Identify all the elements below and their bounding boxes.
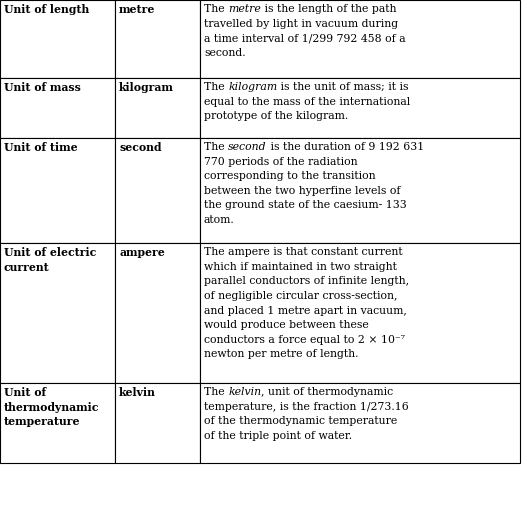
Bar xyxy=(115,78,200,138)
Text: travelled by light in vacuum during: travelled by light in vacuum during xyxy=(204,19,398,29)
Text: a time interval of 1/299 792 458 of a: a time interval of 1/299 792 458 of a xyxy=(204,33,406,43)
Text: and placed 1 metre apart in vacuum,: and placed 1 metre apart in vacuum, xyxy=(204,306,407,316)
Text: The: The xyxy=(204,82,228,92)
Text: is the duration of 9 192 631: is the duration of 9 192 631 xyxy=(267,142,424,152)
Bar xyxy=(115,0,200,78)
Bar xyxy=(200,243,520,383)
Text: second.: second. xyxy=(204,48,246,58)
Text: temperature, is the fraction 1/273.16: temperature, is the fraction 1/273.16 xyxy=(204,402,409,412)
Bar xyxy=(200,78,520,138)
Bar xyxy=(200,138,520,243)
Text: kilogram: kilogram xyxy=(119,82,174,93)
Text: current: current xyxy=(4,262,50,272)
Bar xyxy=(115,243,200,383)
Text: ampere: ampere xyxy=(119,247,165,258)
Bar xyxy=(115,138,200,243)
Text: of the triple point of water.: of the triple point of water. xyxy=(204,431,352,441)
Text: kilogram: kilogram xyxy=(228,82,277,92)
Text: second: second xyxy=(228,142,267,152)
Text: equal to the mass of the international: equal to the mass of the international xyxy=(204,97,410,106)
Text: kelvin: kelvin xyxy=(119,387,156,398)
Text: Unit of mass: Unit of mass xyxy=(4,82,81,93)
Text: The ampere is that constant current: The ampere is that constant current xyxy=(204,247,403,257)
Bar xyxy=(200,383,520,463)
Text: metre: metre xyxy=(228,4,261,14)
Text: of negligible circular cross-section,: of negligible circular cross-section, xyxy=(204,291,397,301)
Bar xyxy=(0,78,115,138)
Text: between the two hyperfine levels of: between the two hyperfine levels of xyxy=(204,186,401,196)
Text: atom.: atom. xyxy=(204,215,235,225)
Text: , unit of thermodynamic: , unit of thermodynamic xyxy=(261,387,393,397)
Text: is the unit of mass; it is: is the unit of mass; it is xyxy=(277,82,409,92)
Text: is the length of the path: is the length of the path xyxy=(261,4,396,14)
Text: Unit of electric: Unit of electric xyxy=(4,247,96,258)
Text: 770 periods of the radiation: 770 periods of the radiation xyxy=(204,157,358,167)
Text: of the thermodynamic temperature: of the thermodynamic temperature xyxy=(204,416,397,426)
Text: second: second xyxy=(119,142,161,153)
Text: Unit of: Unit of xyxy=(4,387,46,398)
Text: thermodynamic: thermodynamic xyxy=(4,402,100,413)
Bar xyxy=(0,383,115,463)
Text: newton per metre of length.: newton per metre of length. xyxy=(204,349,358,359)
Bar xyxy=(200,0,520,78)
Bar xyxy=(115,383,200,463)
Text: temperature: temperature xyxy=(4,416,81,427)
Text: parallel conductors of infinite length,: parallel conductors of infinite length, xyxy=(204,276,409,286)
Text: Unit of time: Unit of time xyxy=(4,142,77,153)
Text: Unit of length: Unit of length xyxy=(4,4,89,15)
Text: kelvin: kelvin xyxy=(228,387,261,397)
Text: corresponding to the transition: corresponding to the transition xyxy=(204,171,376,181)
Text: The: The xyxy=(204,4,228,14)
Text: The: The xyxy=(204,142,228,152)
Text: which if maintained in two straight: which if maintained in two straight xyxy=(204,262,397,271)
Text: The: The xyxy=(204,387,228,397)
Text: conductors a force equal to 2 × 10⁻⁷: conductors a force equal to 2 × 10⁻⁷ xyxy=(204,335,405,345)
Text: would produce between these: would produce between these xyxy=(204,320,369,330)
Bar xyxy=(0,0,115,78)
Bar xyxy=(0,138,115,243)
Text: metre: metre xyxy=(119,4,155,15)
Text: prototype of the kilogram.: prototype of the kilogram. xyxy=(204,111,348,121)
Text: the ground state of the caesium- 133: the ground state of the caesium- 133 xyxy=(204,200,407,211)
Bar xyxy=(0,243,115,383)
